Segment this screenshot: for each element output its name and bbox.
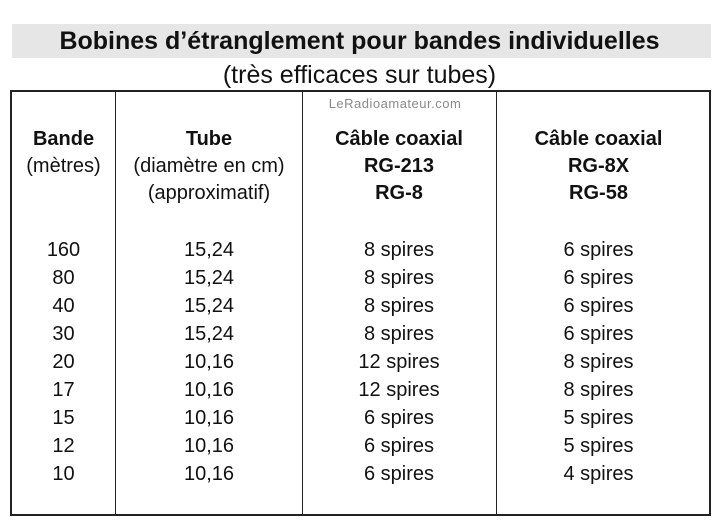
header-coax-2: Câble coaxial RG-8X RG-58 — [496, 126, 701, 207]
title-background — [12, 24, 711, 58]
header-band: Bande (mètres) — [12, 126, 115, 180]
cell-coax-1: 8 spires — [363, 239, 435, 261]
cell-band: 10 — [52, 463, 75, 485]
cell-coax-2: 6 spires — [563, 323, 634, 345]
header-coax-2-type-a: RG-8X — [567, 155, 630, 177]
cell-tube: 10,16 — [183, 463, 235, 485]
cell-coax-2: 5 spires — [563, 407, 634, 429]
table-row: 80 15,24 8 spires 6 spires — [0, 264, 719, 292]
cell-tube: 10,16 — [183, 351, 235, 373]
table-row: 40 15,24 8 spires 6 spires — [0, 292, 719, 320]
cell-band: 15 — [52, 407, 75, 429]
cell-coax-2: 6 spires — [563, 239, 634, 261]
cell-coax-1: 6 spires — [363, 407, 435, 429]
header-band-title: Bande — [32, 128, 95, 150]
table-row: 160 15,24 8 spires 6 spires — [0, 236, 719, 264]
header-tube: Tube (diamètre en cm) (approximatif) — [116, 126, 302, 207]
cell-band: 17 — [52, 379, 75, 401]
cell-band: 30 — [52, 323, 75, 345]
cell-coax-2: 5 spires — [563, 435, 634, 457]
table-row: 17 10,16 12 spires 8 spires — [0, 376, 719, 404]
table-row: 30 15,24 8 spires 6 spires — [0, 320, 719, 348]
cell-tube: 15,24 — [183, 295, 235, 317]
header-tube-note: (approximatif) — [147, 182, 271, 204]
column-divider — [115, 92, 116, 514]
cell-coax-2: 8 spires — [563, 351, 634, 373]
cell-tube: 15,24 — [183, 239, 235, 261]
header-coax-2-title: Câble coaxial — [534, 128, 663, 150]
table-border-top — [10, 90, 711, 92]
cell-coax-1: 6 spires — [363, 463, 435, 485]
header-coax-1-type-a: RG-213 — [363, 155, 435, 177]
page-subtitle: (très efficaces sur tubes) — [222, 61, 497, 89]
cell-coax-1: 12 spires — [358, 379, 440, 401]
header-tube-title: Tube — [185, 128, 233, 150]
table-border-left — [10, 92, 12, 516]
column-divider — [496, 92, 497, 514]
cell-coax-1: 8 spires — [363, 267, 435, 289]
column-divider — [302, 92, 303, 514]
cell-tube: 10,16 — [183, 379, 235, 401]
header-tube-unit: (diamètre en cm) — [133, 155, 285, 177]
table-border-bottom — [10, 514, 711, 516]
cell-tube: 10,16 — [183, 435, 235, 457]
cell-tube: 15,24 — [183, 323, 235, 345]
header-coax-1-type-b: RG-8 — [375, 182, 423, 204]
table-row: 10 10,16 6 spires 4 spires — [0, 460, 719, 488]
page-title: Bobines d’étranglement pour bandes indiv… — [59, 27, 660, 55]
header-coax-2-type-b: RG-58 — [569, 182, 628, 204]
cell-tube: 15,24 — [183, 267, 235, 289]
cell-band: 40 — [52, 295, 75, 317]
header-band-unit: (mètres) — [26, 155, 101, 177]
table-row: 12 10,16 6 spires 5 spires — [0, 432, 719, 460]
watermark: LeRadioamateur.com — [328, 96, 462, 111]
cell-band: 12 — [52, 435, 75, 457]
cell-coax-2: 6 spires — [563, 267, 634, 289]
table-row: 15 10,16 6 spires 5 spires — [0, 404, 719, 432]
cell-coax-2: 6 spires — [563, 295, 634, 317]
cell-coax-1: 8 spires — [363, 323, 435, 345]
cell-band: 80 — [52, 267, 75, 289]
cell-band: 160 — [46, 239, 81, 261]
cell-coax-1: 12 spires — [358, 351, 440, 373]
table-body: 160 15,24 8 spires 6 spires 80 15,24 8 s… — [0, 236, 719, 488]
header-coax-1: Câble coaxial RG-213 RG-8 — [302, 126, 496, 207]
cell-band: 20 — [52, 351, 75, 373]
cell-tube: 10,16 — [183, 407, 235, 429]
table-border-right — [709, 90, 711, 516]
cell-coax-1: 6 spires — [363, 435, 435, 457]
cell-coax-1: 8 spires — [363, 295, 435, 317]
table-row: 20 10,16 12 spires 8 spires — [0, 348, 719, 376]
cell-coax-2: 4 spires — [563, 463, 634, 485]
header-coax-1-title: Câble coaxial — [335, 128, 463, 150]
cell-coax-2: 8 spires — [563, 379, 634, 401]
